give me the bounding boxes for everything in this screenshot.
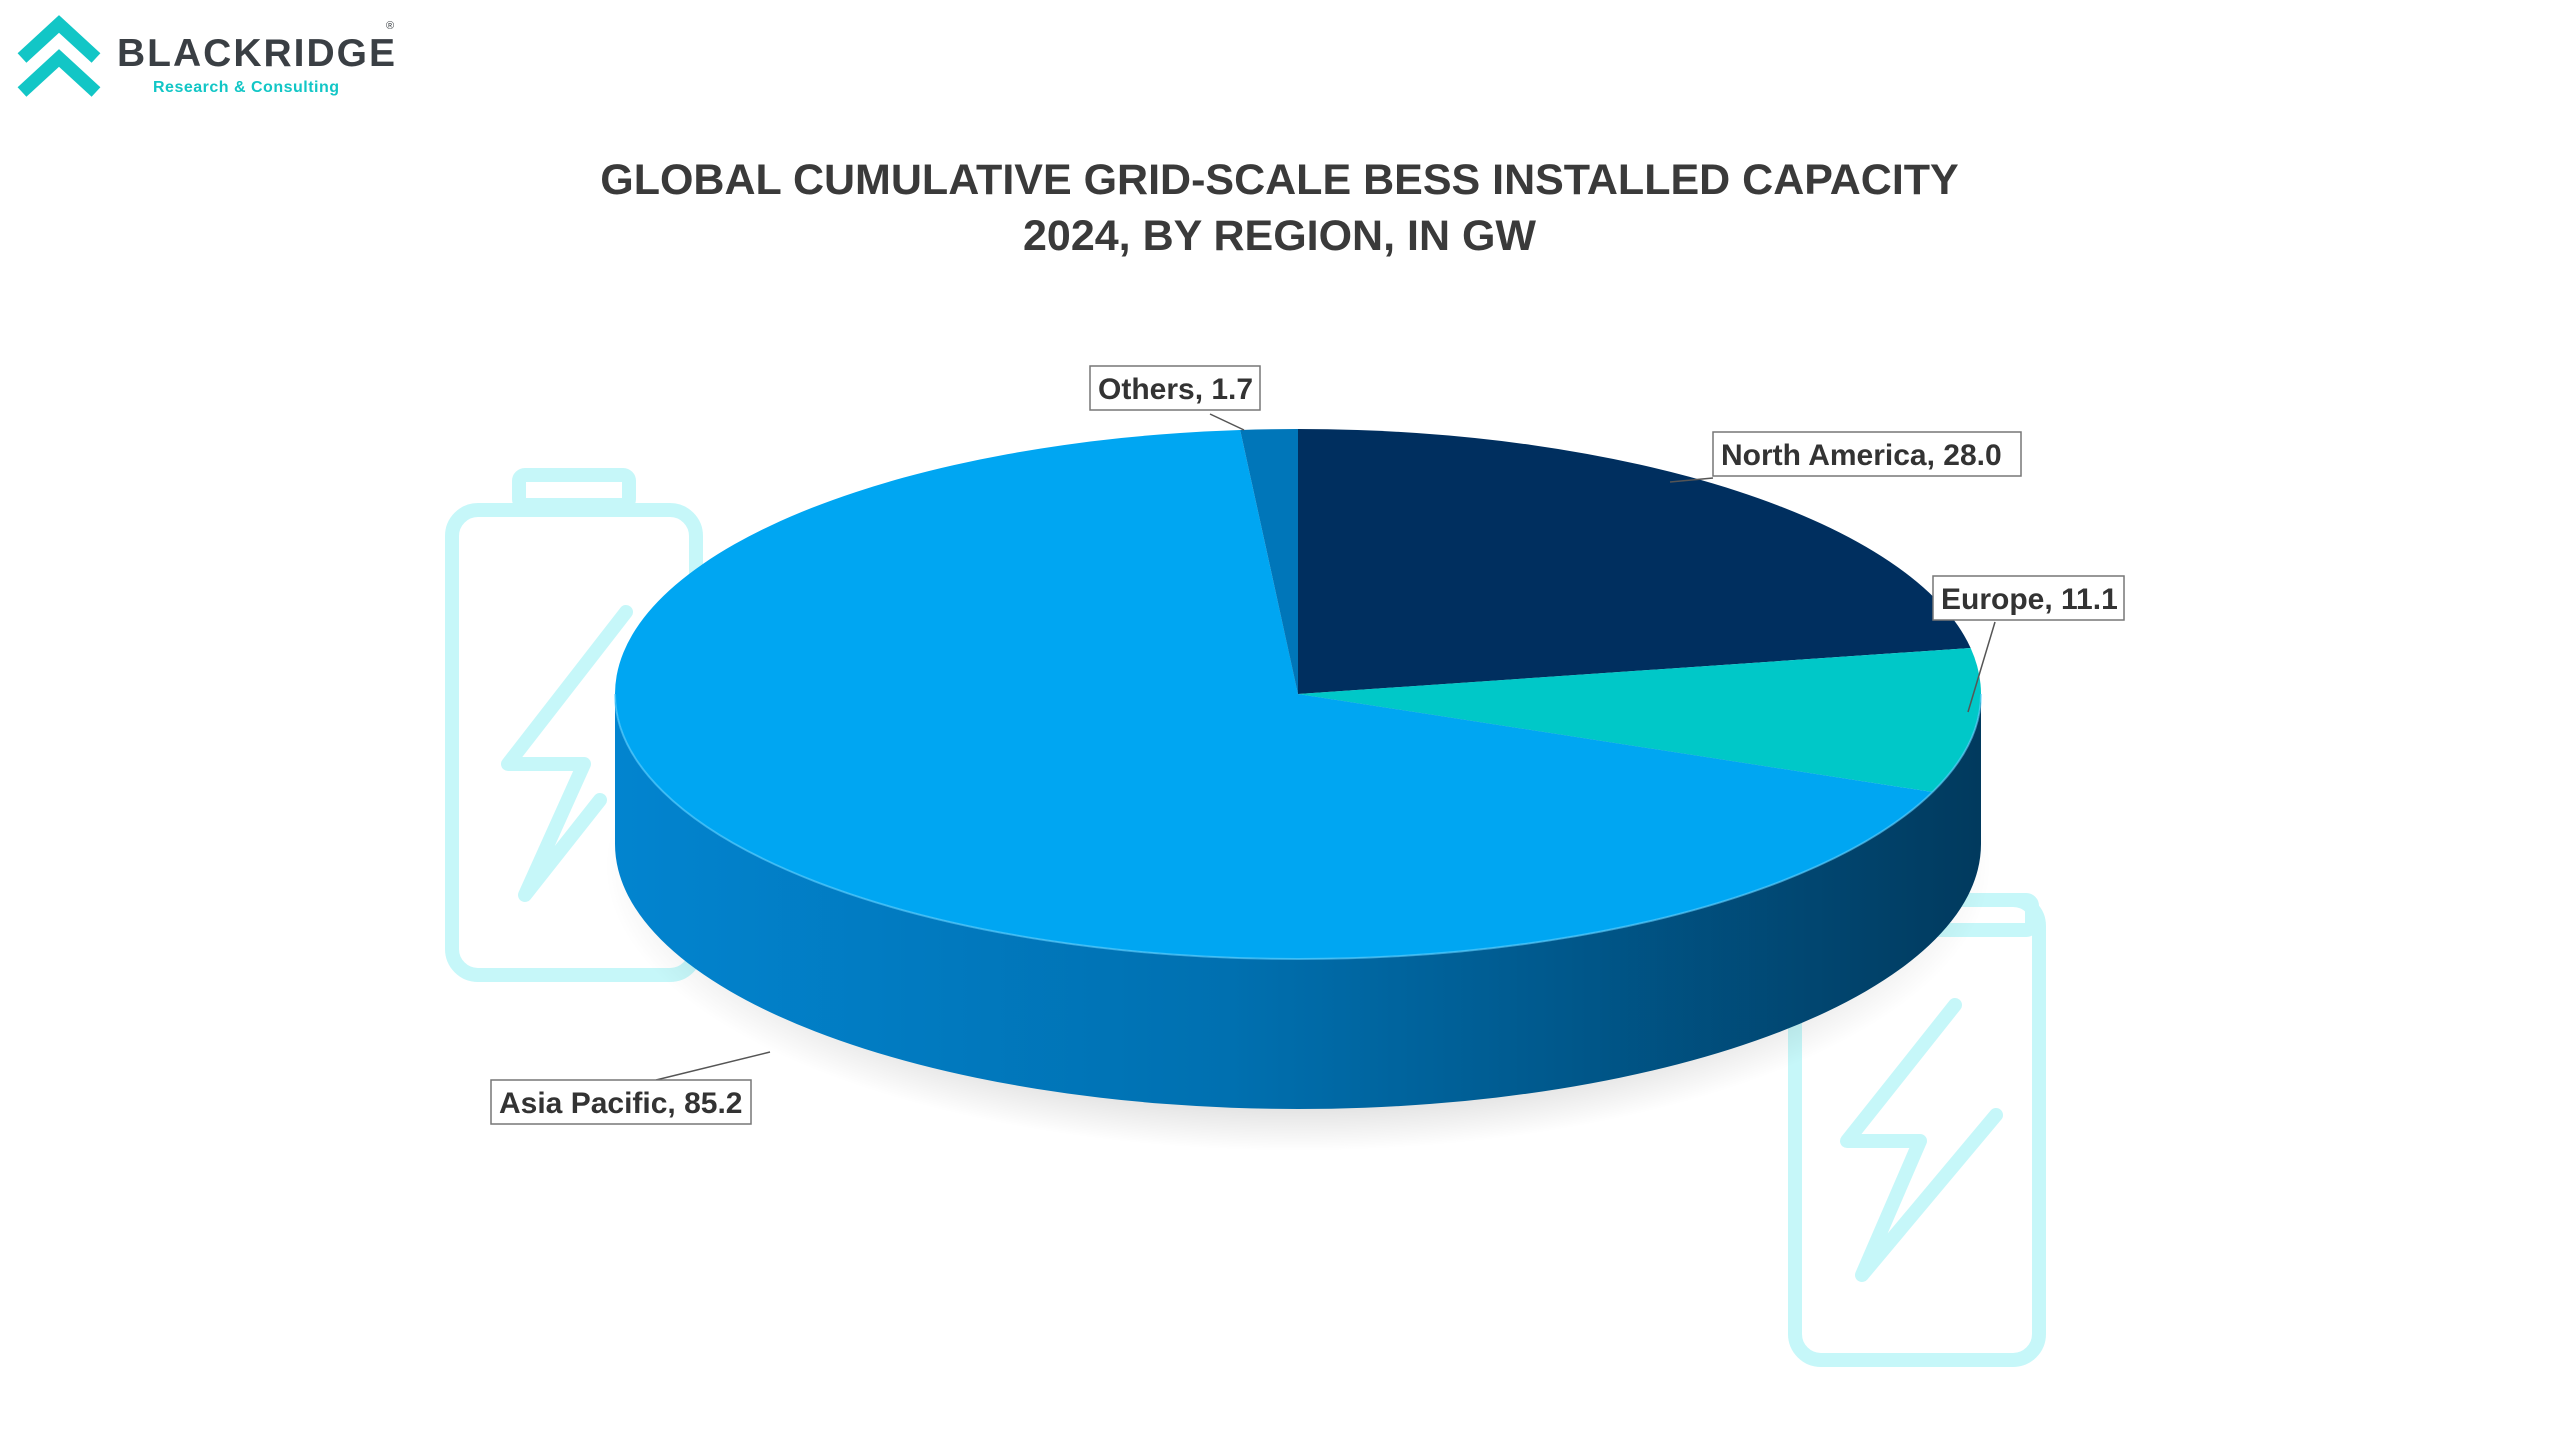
data-label-europe: Europe, 11.1 [1932,575,2125,713]
data-label-text: Europe, 11.1 [1941,583,2118,616]
logo-wordmark: BLACKRIDGE [117,32,397,75]
logo-registered-mark: ® [386,20,395,32]
chart-title-block: GLOBAL CUMULATIVE GRID-SCALE BESS INSTAL… [0,152,2559,264]
data-label-others: Others, 1.7 [1089,365,1261,431]
data-label-box [1712,431,2022,477]
pie-data-labels: North America, 28.0 Europe, 11.1 Asia Paci… [490,365,2125,1125]
chart-subtitle: 2024, BY REGION, IN GW [1023,212,1536,260]
leader-line [1669,477,1714,483]
data-label-text: Asia Pacific, 85.2 [499,1087,743,1120]
data-label-asia-pacific: Asia Pacific, 85.2 [490,1051,771,1125]
pie-slice-north-america [1298,429,1971,694]
data-label-north-america: North America, 28.0 [1669,431,2022,483]
pie-slice-others [1240,429,1298,694]
data-label-text: North America, 28.0 [1721,439,2002,472]
data-label-box [1089,365,1261,411]
blackridge-chevron-logo-icon [17,15,101,97]
chart-title: GLOBAL CUMULATIVE GRID-SCALE BESS INSTAL… [600,156,1959,204]
pie-rim-highlight [614,693,1982,960]
pie-side-wall [615,694,1981,1109]
brand-logo: BLACKRIDGE ® Research & Consulting [14,14,414,104]
logo-tagline: Research & Consulting [153,79,340,96]
data-label-text: Others, 1.7 [1098,373,1253,406]
pie-slice-europe [1298,647,1981,793]
leader-line [655,1051,771,1081]
pie-chart-plot [605,429,1991,1151]
data-label-box [490,1079,752,1125]
data-label-box [1932,575,2125,621]
leader-line [1967,621,1996,713]
pie-slice-asia-pacific [614,429,1933,959]
leader-line [1209,413,1245,431]
